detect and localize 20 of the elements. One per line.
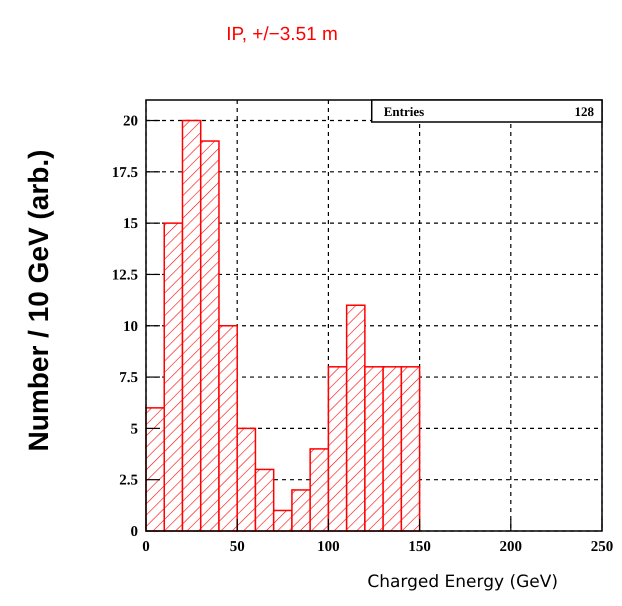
y-axis-title: Number / 10 GeV (arb.) — [23, 150, 54, 452]
y-tick-label: 2.5 — [119, 472, 138, 489]
y-tick-label: 5 — [130, 421, 138, 438]
x-tick-label: 250 — [590, 539, 614, 555]
chart-title: IP, +/−3.51 m — [226, 24, 338, 45]
x-tick-label: 200 — [500, 539, 522, 555]
y-tick-label: 7.5 — [119, 370, 138, 386]
y-tick-label: 20 — [123, 114, 138, 130]
y-tick-label: 0 — [130, 524, 138, 540]
y-tick-label: 10 — [123, 318, 138, 335]
y-tick-label: 12.5 — [112, 267, 138, 284]
annotation: 128 — [574, 104, 594, 119]
x-tick-label: 100 — [317, 539, 340, 555]
y-tick-label: 15 — [123, 216, 138, 232]
x-tick-label: 150 — [408, 539, 431, 555]
x-tick-label: 50 — [230, 539, 245, 555]
y-tick-label: 17.5 — [112, 164, 138, 181]
x-axis-title: Charged Energy (GeV) — [367, 572, 558, 592]
x-tick-label: 0 — [142, 539, 150, 555]
annotation: Entries — [384, 104, 424, 119]
